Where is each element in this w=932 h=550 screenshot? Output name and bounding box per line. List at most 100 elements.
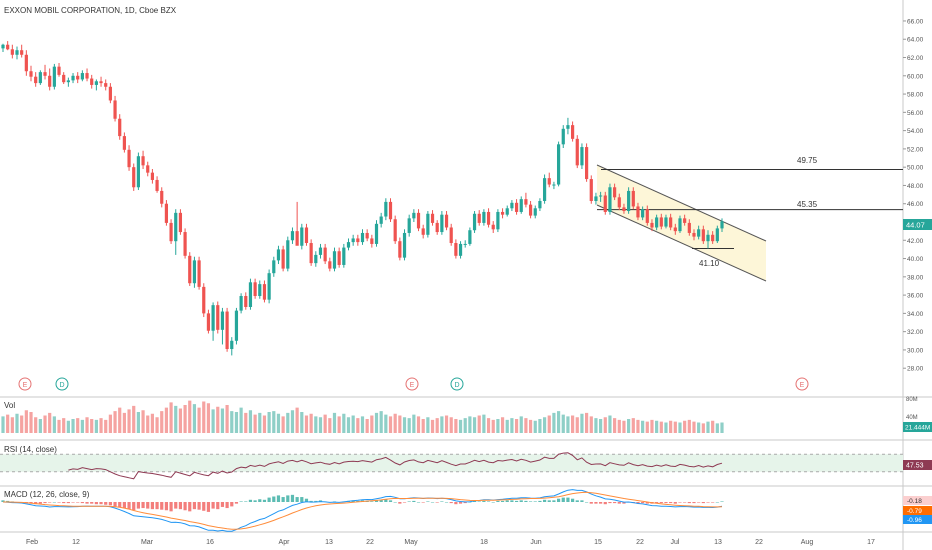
- volume-bar: [636, 419, 640, 433]
- candle: [346, 238, 351, 251]
- volume-pane-label: Vol: [4, 401, 15, 410]
- macd-hist-bar: [146, 502, 150, 509]
- macd-hist-bar: [701, 502, 705, 504]
- macd-hist-bar: [248, 499, 253, 502]
- volume-bar: [603, 417, 607, 433]
- candle-body: [379, 216, 383, 224]
- volume-bar: [206, 403, 211, 433]
- macd-hist-bar: [178, 502, 183, 510]
- candle-body: [556, 144, 561, 185]
- candle-body: [206, 313, 211, 331]
- macd-hist-bar: [388, 500, 393, 502]
- volume-bar: [608, 415, 612, 433]
- macd-hist-bar: [164, 502, 169, 511]
- candle: [174, 209, 178, 255]
- macd-hist-bar: [1, 500, 5, 502]
- volume-bar: [197, 407, 201, 433]
- candle: [706, 230, 710, 249]
- time-tick-label: 13: [714, 539, 722, 546]
- time-tick-label: Jul: [671, 539, 680, 546]
- event-marker-earnings[interactable]: E: [795, 377, 809, 391]
- volume-bar: [132, 405, 136, 433]
- candle-body: [20, 50, 24, 55]
- candle-body: [342, 247, 346, 265]
- candle: [234, 307, 239, 345]
- macd-hist-bar: [673, 502, 677, 504]
- volume-bar: [575, 417, 579, 433]
- channel-upper-line[interactable]: [596, 164, 767, 242]
- volume-bar: [645, 421, 649, 433]
- macd-signal-badge: [903, 506, 932, 515]
- candle: [253, 278, 257, 299]
- candle-body: [641, 209, 645, 218]
- event-marker-earnings[interactable]: E: [405, 377, 419, 391]
- volume-axis-tick-top: 80M: [906, 397, 918, 403]
- volume-bar: [580, 413, 584, 433]
- price-axis[interactable]: 66.00 64.00 62.00 60.00 58.00 56.00 54.00 52.00…: [903, 18, 924, 373]
- event-marker-dividend[interactable]: D: [55, 377, 69, 391]
- time-axis[interactable]: Feb 12 Mar 16 Apr 13 22 May 18 Jun 15 22 Jul 13 22 Aug 1…: [26, 539, 875, 546]
- macd-hist-bar: [272, 496, 276, 502]
- channel-lower-line[interactable]: [596, 204, 767, 282]
- candle: [1, 43, 5, 53]
- candle: [202, 283, 206, 318]
- event-marker-circle: [450, 377, 464, 391]
- volume-bar: [458, 419, 463, 433]
- rsi-last-badge: [903, 460, 932, 470]
- volume-bar: [412, 414, 416, 433]
- candle: [622, 203, 626, 214]
- event-marker-dividend[interactable]: D: [450, 377, 464, 391]
- level-label-support: 41.10: [699, 259, 720, 268]
- candle-body: [603, 195, 607, 212]
- candle: [365, 229, 369, 242]
- volume-bar: [711, 420, 715, 433]
- candle: [435, 220, 439, 235]
- macd-hist-bar: [542, 499, 547, 502]
- candle: [258, 280, 262, 299]
- candle: [664, 214, 668, 229]
- time-tick-label: 22: [636, 539, 644, 546]
- macd-hist-bar: [314, 500, 318, 502]
- candle: [146, 161, 150, 177]
- macd-hist-bar: [528, 501, 533, 502]
- volume-bar: [360, 416, 365, 433]
- macd-hist-badge: [903, 496, 932, 505]
- candle-body: [514, 202, 519, 212]
- candle-body: [300, 227, 304, 246]
- candle: [80, 70, 84, 82]
- candle-body: [192, 260, 197, 284]
- macd-hist-bar: [566, 497, 570, 502]
- macd-hist-bar: [463, 502, 467, 504]
- candle-body: [85, 73, 89, 79]
- candle-body: [239, 296, 243, 311]
- macd-hist-bar: [202, 502, 206, 511]
- candle-body: [351, 238, 355, 243]
- candle-body: [594, 196, 598, 201]
- candle-body: [528, 204, 533, 216]
- candle: [113, 95, 117, 122]
- volume-bar: [697, 422, 701, 433]
- macd-hist-bar: [244, 501, 248, 502]
- candle-body: [538, 200, 542, 209]
- candle: [585, 143, 589, 182]
- volume-bar: [542, 417, 547, 433]
- volume-bar: [514, 419, 519, 433]
- price-tick-label: 60.00: [907, 73, 924, 80]
- candle-body: [631, 190, 635, 207]
- macd-hist-bar: [398, 502, 402, 504]
- volume-bar: [435, 418, 439, 433]
- candle: [627, 187, 631, 214]
- volume-bar: [715, 423, 719, 433]
- macd-pane: [1, 489, 724, 532]
- price-tick-label: 50.00: [907, 165, 924, 172]
- event-marker-earnings[interactable]: E: [18, 377, 32, 391]
- volume-bar: [374, 412, 379, 433]
- macd-hist-bar: [594, 502, 598, 504]
- macd-hist-bar: [692, 502, 696, 504]
- volume-bar: [641, 420, 645, 433]
- candle: [6, 41, 10, 51]
- candle: [510, 200, 514, 212]
- candle-body: [318, 247, 323, 255]
